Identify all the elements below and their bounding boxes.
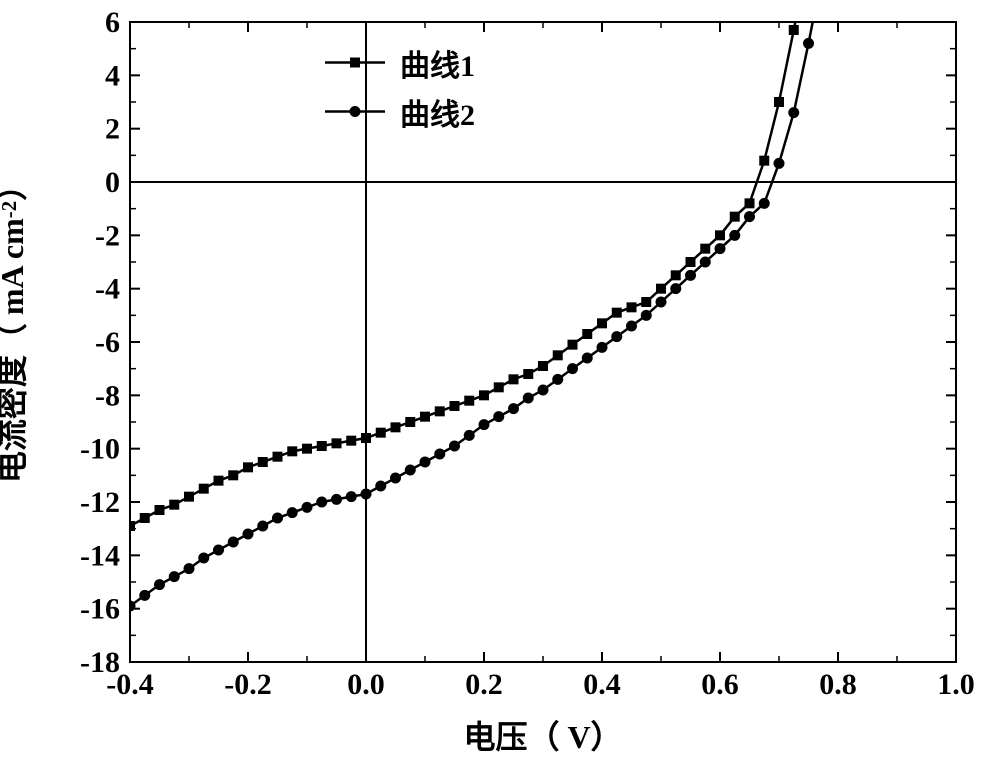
svg-text:0.8: 0.8 — [819, 668, 857, 701]
svg-text:0.4: 0.4 — [583, 668, 621, 701]
legend-label: 曲线1 — [400, 41, 475, 85]
svg-text:-6: -6 — [95, 326, 120, 359]
svg-text:-0.2: -0.2 — [224, 668, 272, 701]
legend-item: 曲线2 — [320, 89, 475, 134]
svg-text:-4: -4 — [95, 273, 120, 306]
svg-text:2: 2 — [105, 113, 120, 146]
svg-text:4: 4 — [105, 59, 120, 92]
svg-text:0.0: 0.0 — [347, 668, 385, 701]
legend: 曲线1曲线2 — [320, 40, 475, 138]
svg-text:1.0: 1.0 — [937, 668, 975, 701]
x-axis-label: 电压（ V） — [463, 712, 622, 758]
svg-text:0: 0 — [105, 166, 120, 199]
svg-text:-18: -18 — [80, 646, 120, 679]
svg-text:-2: -2 — [95, 219, 120, 252]
chart-container: -0.4-0.20.00.20.40.60.81.0-18-16-14-12-1… — [0, 0, 1000, 751]
svg-text:-16: -16 — [80, 593, 120, 626]
svg-text:-12: -12 — [80, 486, 120, 519]
svg-text:6: 6 — [105, 6, 120, 39]
svg-text:-8: -8 — [95, 379, 120, 412]
svg-text:-14: -14 — [80, 539, 120, 572]
legend-label: 曲线2 — [400, 90, 475, 134]
svg-text:-10: -10 — [80, 433, 120, 466]
plot-svg: -0.4-0.20.00.20.40.60.81.0-18-16-14-12-1… — [0, 0, 1000, 751]
legend-item: 曲线1 — [320, 40, 475, 85]
svg-text:0.2: 0.2 — [465, 668, 503, 701]
svg-text:0.6: 0.6 — [701, 668, 739, 701]
